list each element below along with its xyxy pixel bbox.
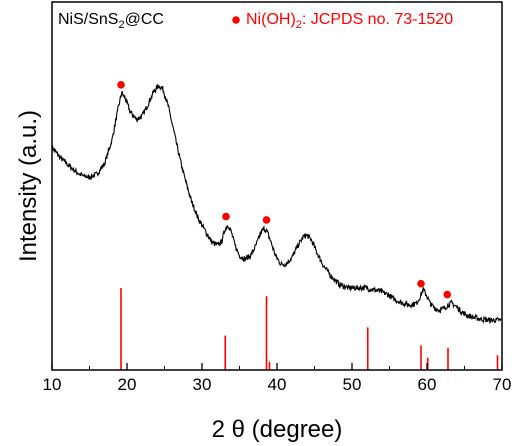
x-tick-label-10: 10 (43, 375, 62, 394)
xrd-pattern-line (51, 84, 503, 325)
peak-marker-3 (262, 216, 271, 224)
x-axis: 10 20 30 40 50 60 70 (43, 363, 512, 394)
plot-area (51, 81, 503, 370)
sample-label-end: @CC (125, 11, 164, 28)
sample-label-main: NiS/SnS (58, 11, 118, 28)
x-tick-label-60: 60 (418, 375, 437, 394)
sample-label: NiS/SnS2@CC (58, 11, 164, 31)
x-axis-title: 2 θ (degree) (212, 416, 343, 443)
peak-marker-1 (117, 81, 125, 89)
x-tick-label-40: 40 (268, 375, 287, 394)
y-axis-title: Intensity (a.u.) (15, 110, 42, 262)
reference-label-main: Ni(OH) (246, 11, 296, 28)
reference-label: Ni(OH)2: JCPDS no. 73-1520 (246, 11, 453, 31)
reference-label-end: : JCPDS no. 73-1520 (302, 11, 453, 28)
peak-marker-4 (417, 279, 425, 288)
reference-label-subscript: 2 (296, 19, 302, 31)
x-tick-label-50: 50 (343, 375, 362, 394)
x-tick-label-30: 30 (193, 375, 212, 394)
sample-label-subscript: 2 (118, 19, 124, 31)
legend-dot-marker (232, 16, 240, 24)
x-tick-label-20: 20 (118, 375, 137, 394)
plot-frame (51, 1, 503, 371)
x-tick-label-70: 70 (493, 375, 512, 394)
peak-marker-2 (222, 212, 230, 221)
peak-marker-5 (443, 290, 452, 299)
